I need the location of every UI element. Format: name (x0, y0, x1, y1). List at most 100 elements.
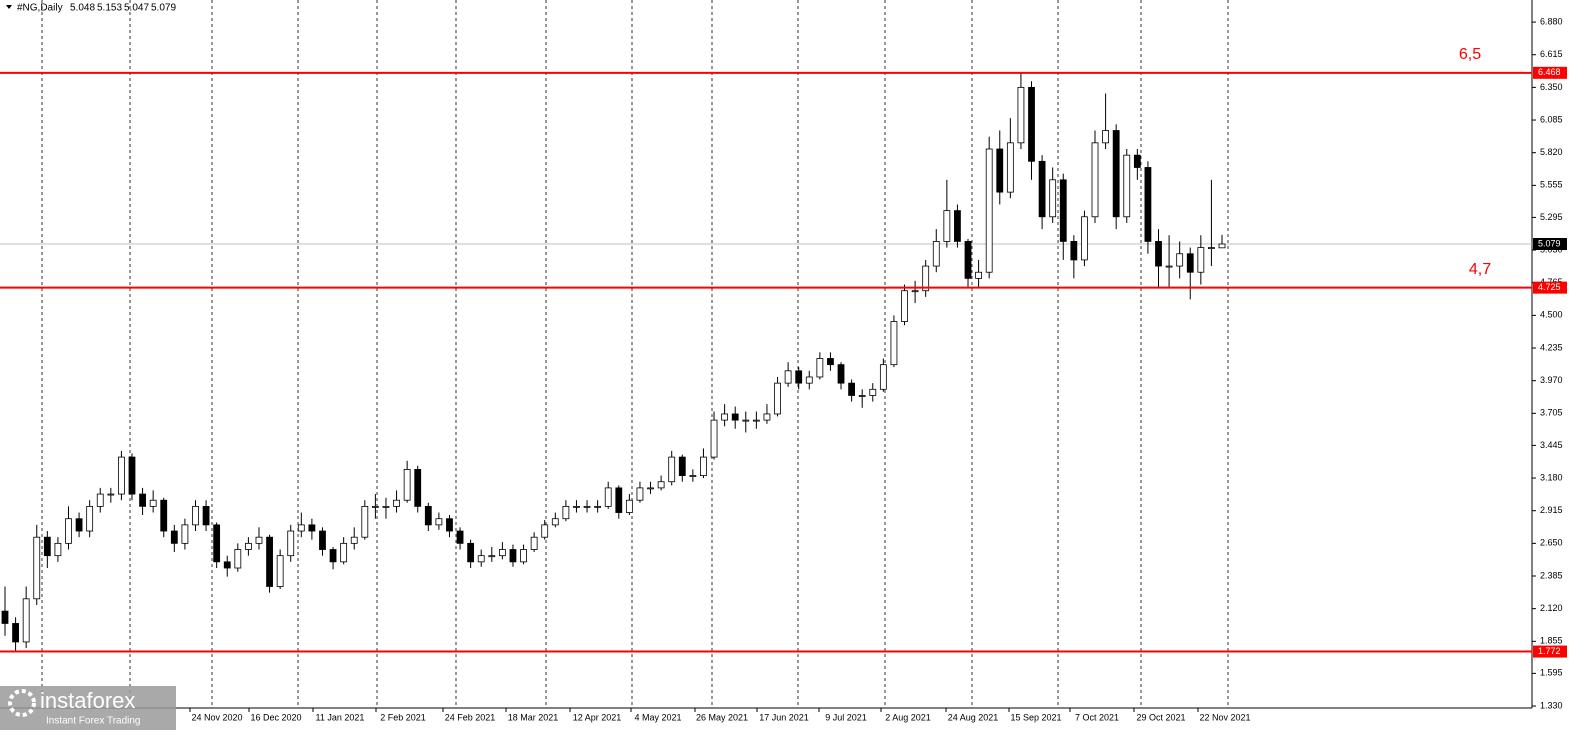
candle-body (160, 499, 168, 532)
candle-body (869, 388, 877, 396)
candle-body (996, 148, 1004, 193)
candle-body (43, 536, 51, 557)
candle-body (128, 456, 136, 495)
annotation: 6,5 (1459, 46, 1481, 63)
ohlc-open: 5.048 (70, 3, 95, 14)
candle-body (784, 370, 792, 384)
candle-body (223, 561, 231, 569)
candle-body (361, 505, 369, 538)
y-tick-label: 2.120 (1540, 603, 1563, 613)
candle-body (742, 419, 750, 422)
candle-body (943, 210, 951, 242)
x-tick-label: 26 May 2021 (696, 712, 748, 722)
candle-body (520, 549, 527, 563)
candle-body (477, 555, 485, 563)
candle-body (879, 364, 887, 390)
level-label: 1.772 (1538, 646, 1561, 656)
candle-body (562, 505, 570, 520)
candle-body (255, 536, 263, 544)
candle-body (1091, 142, 1099, 218)
logo-icon (8, 689, 36, 717)
candle-body (446, 518, 453, 532)
candle-body (1028, 86, 1035, 162)
candle-body (498, 549, 506, 557)
x-tick-label: 12 Apr 2021 (573, 712, 622, 722)
candle-body (573, 505, 580, 508)
candle-body (964, 241, 972, 279)
y-tick-label: 3.180 (1540, 472, 1563, 482)
candle-body (604, 487, 612, 507)
annotation: 4,7 (1469, 261, 1491, 278)
candle-body (1123, 154, 1131, 218)
candle-body (530, 536, 538, 550)
candle-body (1049, 179, 1057, 218)
y-tick-label: 3.445 (1540, 440, 1563, 450)
candle-body (96, 493, 104, 507)
x-tick-label: 11 Jan 2021 (316, 712, 365, 722)
y-tick-label: 5.820 (1540, 147, 1563, 157)
y-tick-label: 6.085 (1540, 114, 1563, 124)
candle-body (890, 321, 898, 366)
menu-arrow (6, 5, 12, 9)
candle-body (488, 555, 496, 558)
candle-body (350, 536, 358, 544)
level-box (1533, 281, 1567, 294)
x-tick-label: 2 Aug 2021 (885, 712, 931, 722)
candle-body (731, 413, 739, 421)
chart-title: #NG,Daily (17, 3, 63, 14)
x-tick-label: 22 Nov 2021 (1199, 712, 1250, 722)
candle-body (213, 524, 221, 563)
candle-body (975, 271, 982, 279)
candle-body (721, 413, 729, 421)
y-tick-label: 2.915 (1540, 505, 1563, 515)
separators (41, 0, 1229, 708)
candle-body (954, 210, 961, 242)
y-tick-label: 4.235 (1540, 342, 1563, 352)
candle-body (805, 376, 813, 384)
candle-body (1208, 247, 1215, 249)
x-tick-label: 2 Feb 2021 (380, 712, 426, 722)
candle-body (625, 499, 633, 513)
candle-body (435, 518, 443, 526)
candle-body (1081, 216, 1088, 261)
candle-body (710, 419, 718, 458)
candle-body (1017, 86, 1025, 144)
candle-body (858, 395, 866, 397)
candle-body (1165, 265, 1173, 268)
ohlc-high: 5.153 (97, 3, 122, 14)
x-tick-label: 15 Sep 2021 (1010, 712, 1061, 722)
candle-body (583, 505, 591, 508)
x-tick-label: 17 Jun 2021 (759, 712, 809, 722)
candle-body (594, 505, 602, 508)
y-tick-label: 1.595 (1540, 668, 1563, 678)
candle-body (848, 382, 856, 396)
x-tick-label: 29 Oct 2021 (1136, 712, 1185, 722)
x-tick-label: 7 Oct 2021 (1075, 712, 1119, 722)
candle-body (319, 530, 326, 550)
y-tick-label: 2.385 (1540, 570, 1563, 580)
candle-body (678, 456, 686, 476)
candle-body (1218, 243, 1226, 249)
candle-body (33, 536, 41, 600)
candle-body (827, 358, 834, 366)
x-tick-label: 24 Aug 2021 (948, 712, 999, 722)
candle-body (1102, 130, 1109, 144)
candle-body (12, 623, 19, 643)
y-tick-label: 6.615 (1540, 49, 1563, 59)
y-tick-label: 4.500 (1540, 310, 1563, 320)
current-price-label: 5.079 (1538, 238, 1561, 248)
candle-body (1059, 179, 1067, 242)
candle-body (1186, 253, 1194, 273)
candle-body (403, 469, 411, 501)
level-box (1533, 66, 1567, 79)
candle-body (1112, 130, 1120, 218)
ohlc-low: 5.047 (124, 3, 149, 14)
candle-body (107, 493, 115, 496)
candle-body (382, 505, 390, 508)
y-tick-label: 6.350 (1540, 82, 1563, 92)
x-tick-label: 24 Nov 2020 (191, 712, 242, 722)
x-tick-label: 4 May 2021 (634, 712, 681, 722)
candle-body (1197, 247, 1205, 273)
y-tick-label: 1.330 (1540, 700, 1563, 710)
candle-body (234, 549, 242, 569)
